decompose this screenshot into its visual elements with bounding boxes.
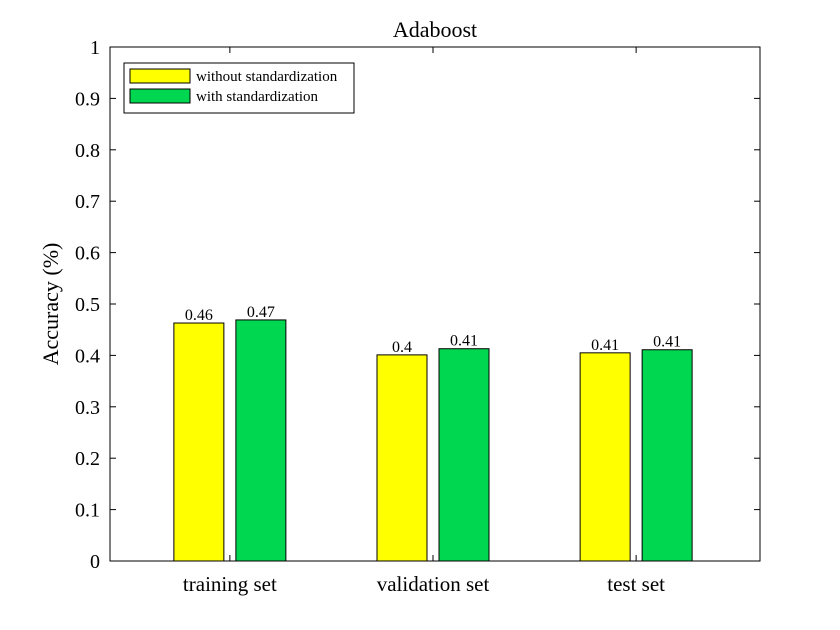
y-tick-label: 0.6 [75,243,100,265]
x-tick-label: validation set [377,572,490,596]
y-axis-label: Accuracy (%) [38,243,63,366]
axes-group: 0 0.1 0.2 0.3 0.4 0.5 0.6 0.7 0.8 0.9 1 training se… [75,37,761,596]
legend-swatch [129,68,191,84]
data-labels-group: 0.46 0.47 0.4 0.41 0.41 0.41 [185,304,681,356]
bars-group [173,319,693,562]
bar [376,354,428,562]
x-tick-label: test set [607,572,665,596]
bar [641,349,693,562]
y-tick-label: 0.1 [75,500,100,522]
y-tick-label: 1 [90,37,100,59]
y-tick-label: 0.9 [75,88,100,110]
data-label: 0.46 [185,307,213,324]
data-label: 0.4 [392,339,412,356]
data-label: 0.41 [653,334,681,351]
data-label: 0.41 [591,337,619,354]
legend: without standardization with standardizat… [123,62,355,114]
y-tick-label: 0.4 [75,345,100,367]
data-label: 0.41 [450,333,478,350]
x-tick-label: training set [183,572,277,596]
y-tick-label: 0 [90,551,100,573]
legend-label: with standardization [196,89,319,105]
bar [235,319,287,562]
y-tick-label: 0.2 [75,448,100,470]
y-tick-label: 0.3 [75,397,100,419]
bar [438,348,490,562]
legend-swatch [129,88,191,104]
data-label: 0.47 [247,304,275,321]
y-tick-label: 0.5 [75,294,100,316]
bar [173,322,225,562]
y-tick-label: 0.8 [75,140,100,162]
legend-label: without standardization [196,69,338,85]
chart-title: Adaboost [393,17,477,42]
y-tick-label: 0.7 [75,191,100,213]
bar [579,352,631,562]
